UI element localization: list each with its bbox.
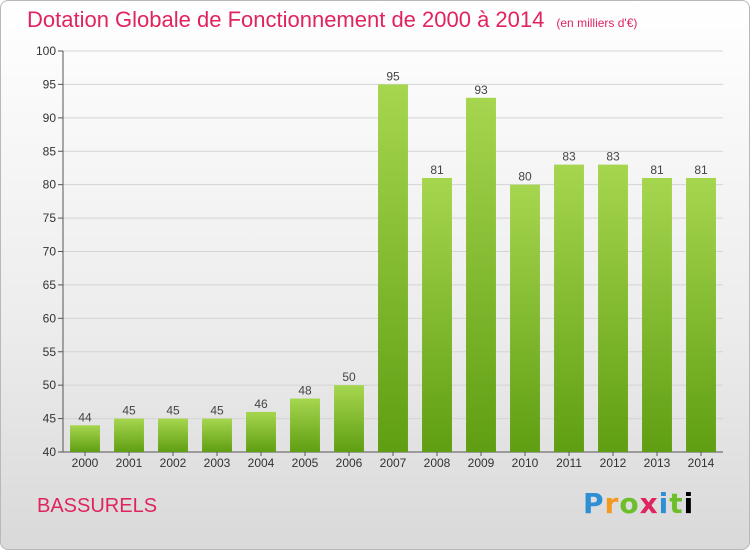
commune-name: BASSURELS: [37, 495, 158, 517]
bar-2007: [378, 84, 408, 453]
bar-2008: [422, 177, 452, 452]
y-tick-label: 95: [43, 77, 57, 91]
chart-title-text: Dotation Globale de Fonctionnement de 20…: [27, 7, 545, 32]
data-label-2010: 80: [518, 170, 532, 184]
labels: 44 45 45 45 46 48 50 95 81 93 80 83 83 81 81: [78, 69, 708, 424]
data-label-2014: 81: [694, 163, 708, 177]
data-label-2001: 45: [122, 404, 136, 418]
logo-letter: o: [619, 487, 640, 520]
data-label-2003: 45: [210, 404, 224, 418]
logo-letter: r: [604, 487, 620, 520]
bar-2001: [114, 418, 144, 452]
x-tick-label-2012: 2012: [600, 456, 627, 470]
bars: [70, 84, 716, 453]
x-tick-label-2011: 2011: [556, 456, 582, 470]
y-tick-label: 75: [43, 211, 57, 225]
logo-letter: P: [583, 487, 605, 520]
bar-2004: [246, 411, 276, 452]
logo-letter: i: [683, 487, 695, 520]
logo-letter: i: [658, 487, 670, 520]
logo-letter: x: [639, 487, 659, 520]
proxiti-logo: Proxiti: [583, 487, 694, 520]
data-label-2006: 50: [342, 370, 356, 384]
data-label-2002: 45: [166, 404, 180, 418]
y-tick-label: 55: [43, 345, 57, 359]
unit-label: (en milliers d'€): [556, 16, 638, 30]
data-label-2012: 83: [606, 150, 620, 164]
logo-letter: t: [669, 487, 684, 520]
bar-2005: [290, 398, 320, 452]
x-tick-label-2001: 2001: [116, 456, 143, 470]
y-tick-label: 40: [43, 445, 57, 459]
bar-2013: [642, 177, 672, 452]
bar-2010: [510, 184, 540, 452]
x-tick-label-2006: 2006: [336, 456, 363, 470]
x-tick-label-2007: 2007: [380, 456, 407, 470]
data-label-2000: 44: [78, 410, 92, 424]
x-tick-label-2000: 2000: [72, 456, 99, 470]
bar-2006: [334, 385, 364, 452]
x-tick-label-2009: 2009: [468, 456, 495, 470]
x-tick-label-2002: 2002: [160, 456, 187, 470]
y-tick-label: 45: [43, 412, 57, 426]
x-tick-label-2010: 2010: [512, 456, 539, 470]
y-tick-label: 100: [36, 44, 56, 58]
x-tick-label-2003: 2003: [204, 456, 231, 470]
x-tick-label-2014: 2014: [688, 456, 715, 470]
data-label-2004: 46: [254, 397, 268, 411]
data-label-2013: 81: [650, 163, 664, 177]
chart-title: Dotation Globale de Fonctionnement de 20…: [27, 7, 637, 33]
bar-2003: [202, 418, 232, 452]
y-tick-label: 90: [43, 111, 57, 125]
y-tick-label: 50: [43, 378, 57, 392]
x-tick-label-2008: 2008: [424, 456, 451, 470]
bar-2011: [554, 164, 584, 452]
data-label-2011: 83: [562, 150, 576, 164]
data-label-2009: 93: [474, 83, 488, 97]
y-tick-label: 85: [43, 144, 57, 158]
y-tick-label: 70: [43, 245, 57, 259]
x-tick-label-2013: 2013: [644, 456, 671, 470]
bar-2009: [466, 97, 496, 453]
data-label-2005: 48: [298, 384, 312, 398]
x-tick-label-2005: 2005: [292, 456, 319, 470]
axes: 40 45 50 55 60 65 70 75 80 85 90 95 100 2000 2001 2002 2…: [36, 44, 723, 470]
x-tick-label-2004: 2004: [248, 456, 275, 470]
data-label-2008: 81: [430, 163, 444, 177]
y-tick-label: 60: [43, 311, 57, 325]
data-label-2007: 95: [386, 69, 400, 83]
y-tick-label: 80: [43, 178, 57, 192]
bar-2000: [70, 425, 100, 452]
y-tick-label: 65: [43, 278, 57, 292]
bar-2012: [598, 164, 628, 452]
bar-2014: [686, 177, 716, 452]
bar-2002: [158, 418, 188, 452]
